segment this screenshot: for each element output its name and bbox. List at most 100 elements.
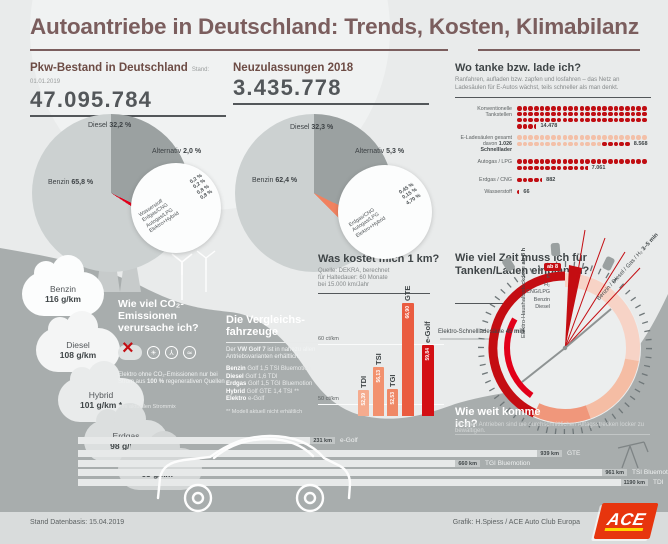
- station-dot: [608, 159, 613, 164]
- cloud-label: Diesel: [66, 340, 90, 350]
- station-dot: [568, 165, 573, 171]
- car-marker-icon: [550, 242, 561, 257]
- dot-row: Erdgas / CNG 882: [455, 177, 651, 183]
- station-dot: [579, 111, 585, 117]
- station-dot: [608, 141, 613, 147]
- intro-text: ist in nahezu allen Antriebsvarianten er…: [226, 347, 316, 360]
- dot-row-label: Konventionelle Tankstellen: [477, 106, 512, 119]
- station-dot: [534, 159, 539, 164]
- range-value: 1190 km: [620, 478, 648, 486]
- station-dot: [585, 135, 590, 140]
- footer-credit: Grafik: H.Spiess / ACE Auto Club Europa: [452, 519, 580, 526]
- co2-footnote: * im aktuellen Strommix: [118, 404, 176, 410]
- station-dot: [585, 159, 590, 164]
- section-heading: Neuzulassungen 2018: [233, 62, 433, 74]
- cost-bar-label: TSI: [373, 353, 383, 366]
- station-half-dot: [539, 177, 543, 183]
- station-dot: [636, 111, 642, 117]
- cost-bar-GTE: [402, 302, 414, 416]
- vehicle-fuel: Hybrid: [226, 388, 246, 395]
- divider: [455, 303, 543, 305]
- note-bold: 100 %: [147, 379, 165, 385]
- station-dot: [613, 135, 619, 140]
- note-text: Elektro ohne CO₂-Emissionen nur bei Stro…: [118, 372, 218, 385]
- cost-bar-value: 56,13: [375, 370, 382, 383]
- label: Benzin: [252, 177, 274, 184]
- label-value: 45 min: [505, 329, 525, 335]
- cloud-label: Hybrid: [88, 390, 114, 400]
- station-half-dot: [534, 123, 537, 129]
- tanken-heading: Wo tanke bzw. lade ich?: [455, 62, 581, 74]
- station-dot: [522, 135, 528, 140]
- station-dot: [551, 135, 556, 140]
- station-dot: [579, 135, 585, 140]
- range-label: e-Golf: [340, 437, 358, 444]
- label-value: ab 8 h: [521, 247, 527, 265]
- station-dot: [619, 106, 624, 111]
- oil-pump-icon: [617, 441, 649, 469]
- station-dot: [630, 159, 636, 164]
- station-dot: [562, 165, 568, 171]
- station-dot: [534, 135, 539, 140]
- bestand-heading: Pkw-Bestand in Deutschland: [30, 62, 188, 74]
- co2-heading: Wie viel CO₂-Emissionen verursache ich?: [118, 298, 199, 334]
- value: 5,3 %: [386, 148, 405, 155]
- station-dot: [630, 111, 636, 117]
- station-dot: [517, 165, 522, 171]
- divider: [318, 293, 430, 295]
- station-dot: [630, 117, 636, 123]
- cost-bar-value: 66,90: [405, 305, 411, 319]
- label: Alternativ: [355, 148, 385, 155]
- range-bar-TGI Bluemotion: 660 km: [78, 459, 480, 467]
- dot-row-value: 66: [523, 188, 530, 195]
- station-dot: [596, 141, 602, 147]
- station-dot: [608, 117, 613, 123]
- station-dot: [556, 117, 562, 123]
- station-dot: [602, 117, 607, 123]
- dot-row: Autogas / LPG 7.061: [455, 159, 651, 171]
- station-dot: [636, 135, 642, 140]
- vergleich-list: Benzin Golf 1,5 TSI Bluemotion Diesel Gol…: [226, 366, 329, 404]
- station-dot: [556, 111, 562, 117]
- time-gauge: [478, 229, 652, 435]
- gauge-fuel-label: Benzin: [533, 296, 550, 303]
- station-dot: [568, 141, 573, 147]
- station-dot: [579, 106, 585, 111]
- label-text: Elektro-Schnellladesäule: [438, 329, 506, 335]
- range-label: TDI: [653, 478, 664, 486]
- station-dot: [562, 117, 568, 123]
- vehicle-row: Erdgas Golf 1,5 TGI Bluemotion: [226, 381, 329, 389]
- pie-label-diesel: Diesel 32,2 %: [88, 122, 131, 129]
- station-dot: [562, 106, 568, 111]
- station-dot: [636, 117, 642, 123]
- gauge-wedge: [565, 265, 582, 348]
- station-dot: [642, 135, 647, 140]
- section-bestand: Pkw-Bestand in Deutschland Stand: 01.01.2…: [30, 62, 230, 117]
- station-dot: [528, 111, 533, 117]
- station-dot: [517, 117, 522, 123]
- station-dot: [642, 106, 647, 111]
- station-dot: [562, 141, 568, 147]
- station-dot: [579, 159, 585, 164]
- gauge-fuel-label: Diesel: [535, 304, 550, 311]
- station-dot: [642, 111, 647, 117]
- vehicle-model: Golf 1,6 TDI: [243, 373, 278, 380]
- vehicle-fuel: Erdgas: [226, 381, 247, 387]
- cost-bar-label: TDI: [359, 375, 368, 388]
- dot-row: E-Ladesäulen gesamt davon 1.026 Schnellla…: [455, 135, 651, 153]
- station-dot: [528, 159, 533, 164]
- station-dot: [556, 106, 562, 111]
- range-label: GTE: [567, 450, 581, 457]
- station-dot: [608, 111, 613, 117]
- station-dot: [522, 165, 528, 171]
- zeit-label-schnellladesaeule: Elektro-Schnellladesäule 45 min: [438, 329, 546, 335]
- station-dot: [534, 165, 539, 171]
- gauge-arc-light: [564, 273, 641, 362]
- reichweite-heading: Wie weit komme ich?: [455, 406, 541, 430]
- section-vergleichsfahrzeuge: Die Vergleichs­fahrzeuge Der VW Golf 7 i…: [226, 314, 329, 415]
- station-dot: [619, 141, 624, 147]
- vehicle-row: Benzin Golf 1,5 TSI Bluemotion: [226, 366, 329, 374]
- range-bar-TDI: 1190 km: [78, 478, 648, 486]
- station-dot: [590, 106, 596, 111]
- gridline-label-60: 60 ct/km: [318, 336, 339, 342]
